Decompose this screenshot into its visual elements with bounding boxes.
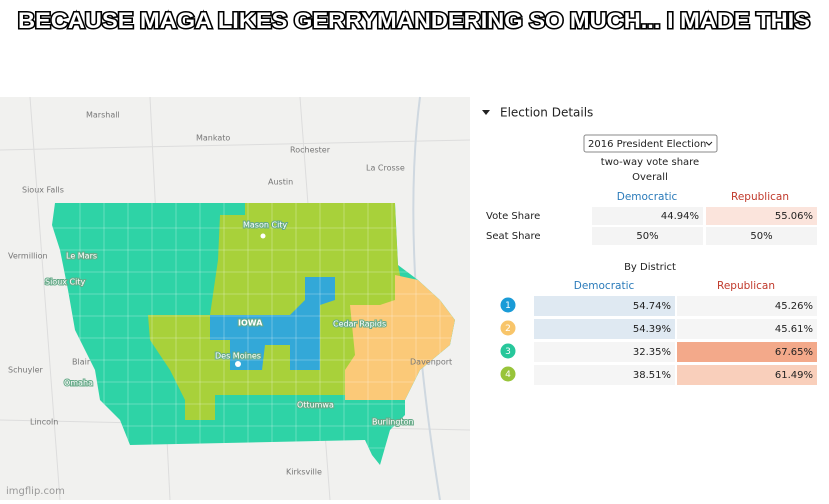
district-number: 1 [505, 301, 511, 311]
map-label: Sioux City [45, 278, 85, 287]
map-label: Sioux Falls [22, 186, 64, 195]
map-label: Ottumwa [297, 401, 334, 410]
map-label: Mason City [243, 221, 287, 230]
map-label: Vermillion [8, 252, 48, 261]
dropdown-arrow [705, 141, 713, 146]
map-label: Schuyler [8, 366, 43, 375]
map-label: Cedar Rapids [333, 320, 386, 329]
map-label: Kirksville [286, 468, 322, 477]
table-cell [677, 319, 817, 339]
table-cell [534, 365, 675, 385]
collapse-arrow[interactable] [482, 110, 490, 115]
cell-value: 45.61% [775, 324, 813, 335]
table-cell [592, 207, 703, 225]
table-cell [706, 227, 817, 245]
meme-caption: BECAUSE MAGA LIKES GERRYMANDERING SO MUC… [18, 8, 810, 33]
district-1 [210, 277, 335, 370]
table-cell [677, 296, 817, 316]
cell-value: 44.94% [661, 211, 699, 222]
district-badge [500, 297, 516, 313]
map-label: Le Mars [66, 252, 97, 261]
map-label: Rochester [290, 146, 331, 155]
map-label: Omaha [64, 379, 93, 388]
table-cell [534, 342, 675, 362]
row-label: Vote Share [486, 211, 540, 222]
city-dot [260, 233, 266, 239]
district-4 [148, 203, 410, 420]
overall-heading: Overall [632, 172, 668, 183]
cell-value: 54.74% [633, 301, 671, 312]
table-cell [534, 319, 675, 339]
map-label: Lincoln [30, 418, 58, 427]
cell-value: 55.06% [775, 211, 813, 222]
district-badge [500, 366, 516, 382]
table-cell [534, 296, 675, 316]
map-label: Marshall [86, 111, 120, 120]
state-label: IOWA [238, 319, 263, 328]
column-header: Republican [731, 191, 789, 203]
panel-title: Election Details [500, 106, 593, 120]
election-dropdown[interactable] [583, 134, 718, 153]
table-cell [677, 365, 817, 385]
district-number: 4 [505, 370, 511, 380]
map-label: La Crosse [366, 164, 405, 173]
cell-value: 45.26% [775, 301, 813, 312]
city-dot [235, 361, 241, 367]
cell-value: 38.51% [633, 370, 671, 381]
table-cell [677, 342, 817, 362]
cell-value: 54.39% [633, 324, 671, 335]
row-label: Seat Share [486, 231, 541, 242]
dropdown-text: 2016 President Election [588, 139, 706, 150]
cell-value: 50% [636, 231, 658, 242]
column-header: Democratic [574, 280, 635, 292]
cell-value: 61.49% [775, 370, 813, 381]
district-number: 2 [505, 324, 511, 334]
table-cell [706, 207, 817, 225]
column-header: Democratic [617, 191, 678, 203]
cell-value: 32.35% [633, 347, 671, 358]
district-badge [500, 343, 516, 359]
table-cell [592, 227, 703, 245]
map-label: Mankato [196, 134, 230, 143]
map-label: Des Moines [215, 352, 261, 361]
iowa-map [52, 203, 455, 465]
watermark: imgflip.com [6, 486, 65, 497]
cell-value: 50% [750, 231, 772, 242]
district-number: 3 [505, 347, 511, 357]
district-heading: By District [624, 262, 676, 273]
map-label: Austin [268, 178, 293, 187]
map-label: Davenport [410, 358, 452, 367]
district-badge [500, 320, 516, 336]
column-header: Republican [717, 280, 775, 292]
subtitle: two-way vote share [601, 157, 699, 168]
map-label: Burlington [372, 418, 414, 427]
map-label: Blair [72, 358, 91, 367]
cell-value: 67.65% [775, 347, 813, 358]
district-2 [345, 275, 455, 400]
